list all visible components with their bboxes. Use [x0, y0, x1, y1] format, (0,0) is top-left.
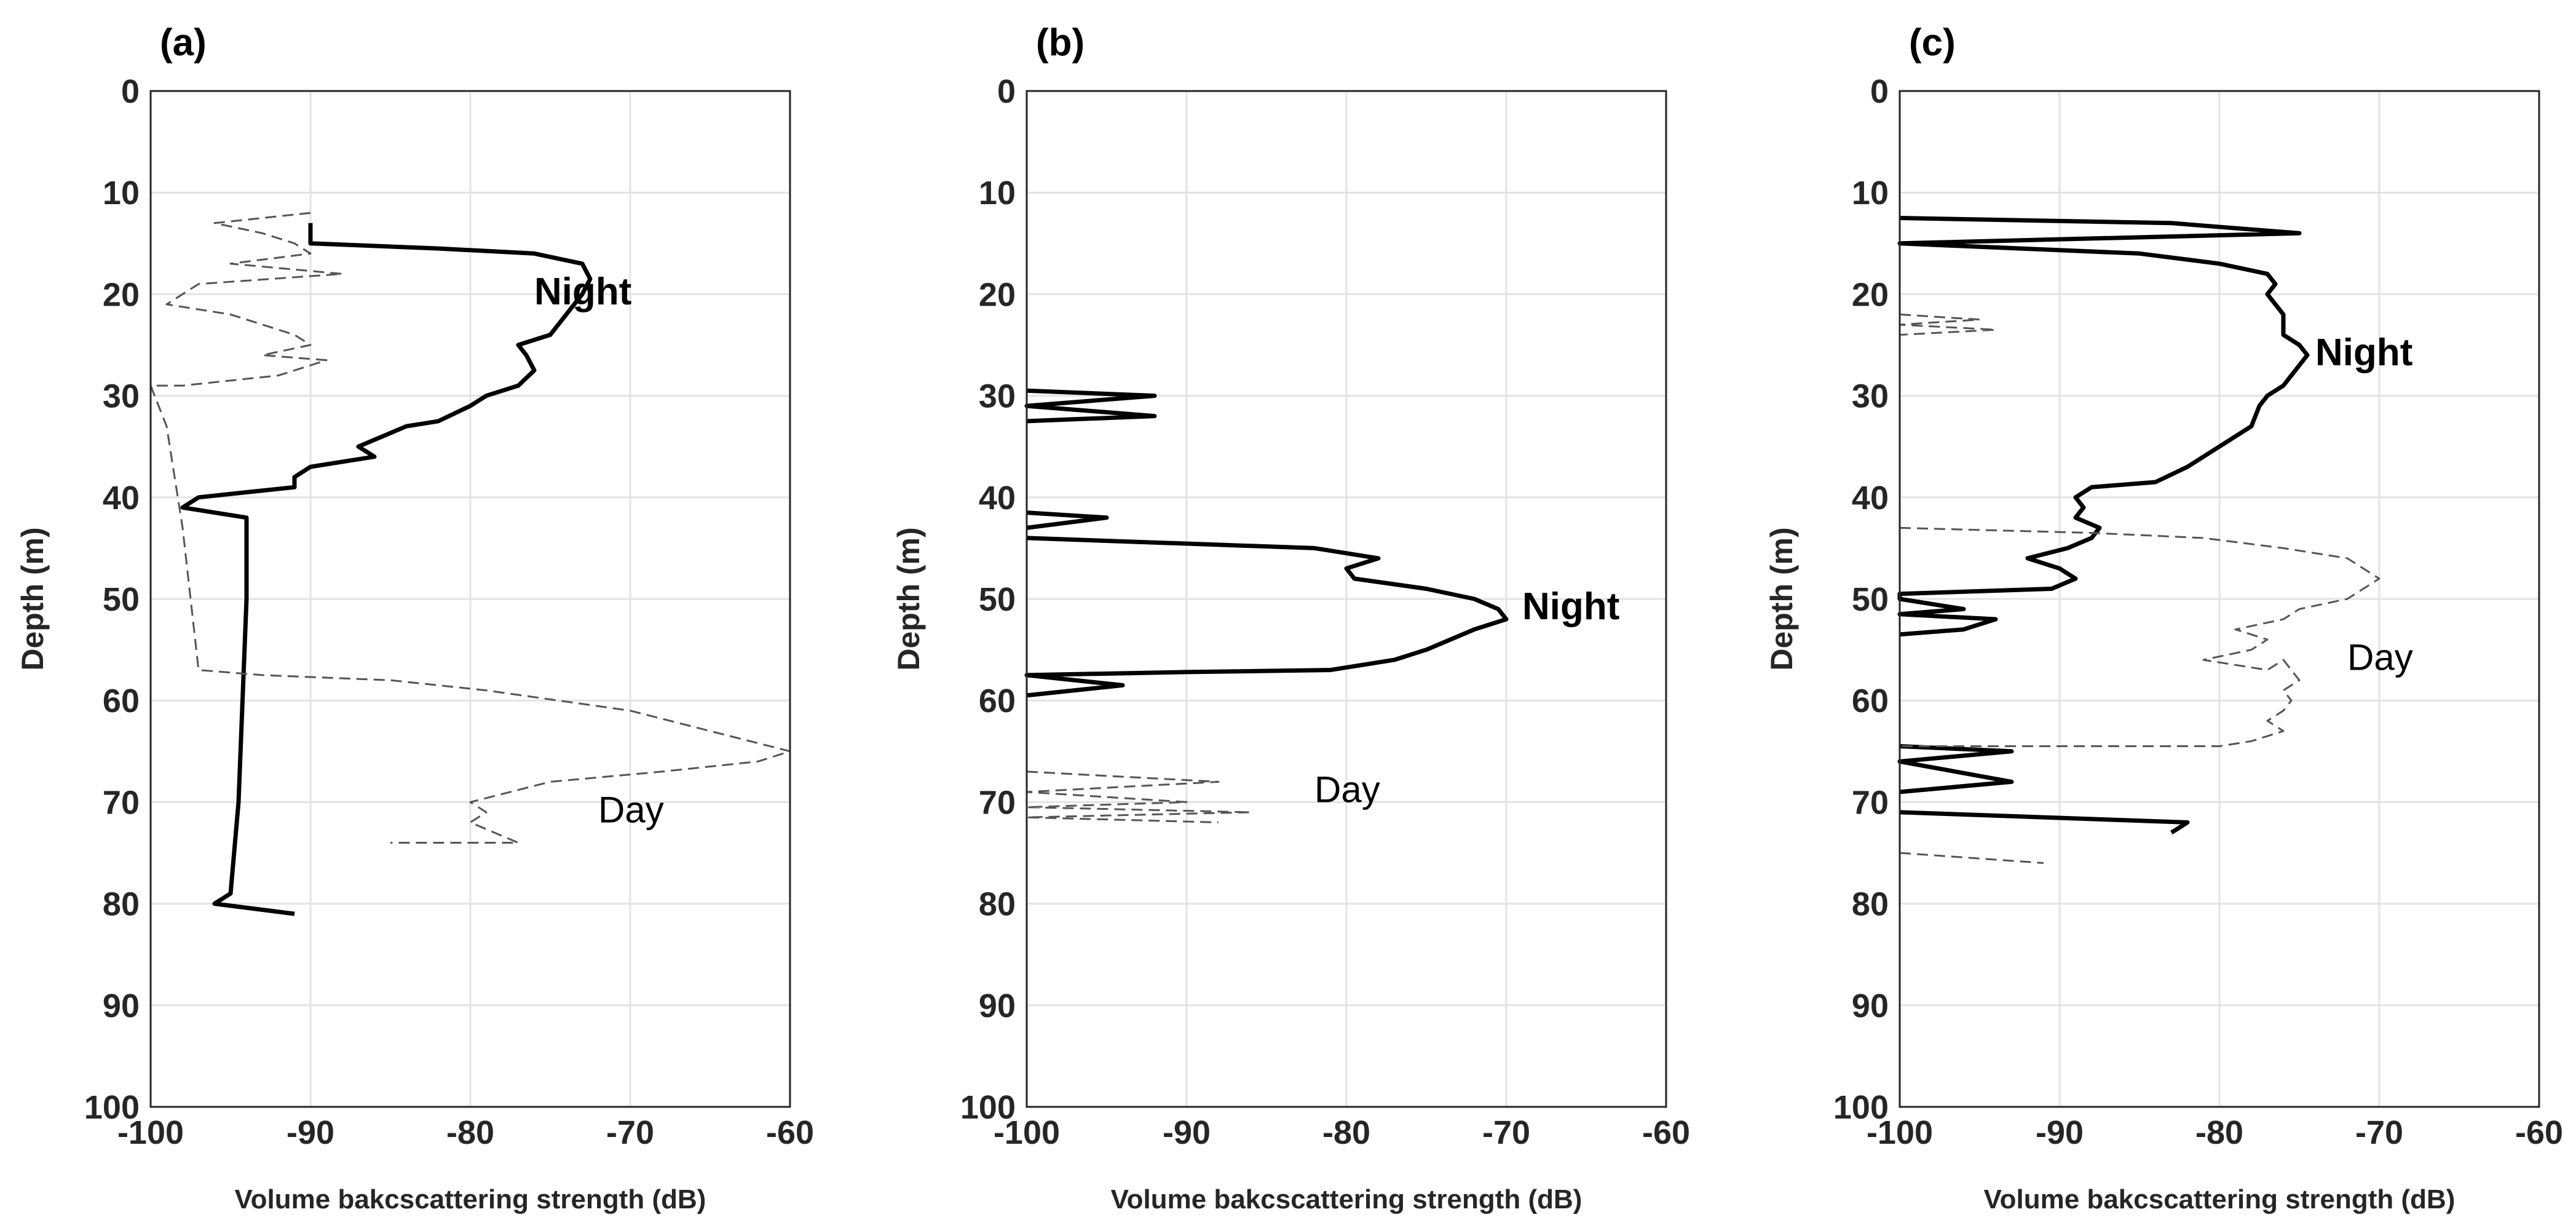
- day-profile-line: [1898, 313, 2380, 864]
- y-tick-label: 60: [1852, 683, 1889, 719]
- y-tick-label: 40: [1852, 480, 1889, 517]
- x-tick-label: -100: [117, 1114, 184, 1151]
- y-tick-label: 50: [979, 581, 1016, 618]
- y-tick-label: 80: [979, 886, 1016, 923]
- y-tick-label: 0: [1870, 73, 1889, 110]
- panel-a: (a) Depth (m) Volume bakcscattering stre…: [15, 22, 814, 1214]
- x-tick-label: -60: [1642, 1114, 1690, 1151]
- panel-label: (c): [1909, 22, 1956, 64]
- y-tick-label: 10: [979, 175, 1016, 212]
- y-tick-label: 100: [960, 1089, 1016, 1126]
- panel-label: (b): [1036, 22, 1085, 64]
- y-tick-label: 60: [103, 683, 140, 719]
- y-tick-label: 90: [103, 988, 140, 1024]
- y-tick-label: 0: [997, 73, 1016, 110]
- day-profile-line: [149, 212, 791, 844]
- y-tick-label: 90: [979, 988, 1016, 1024]
- axes-frame: [1025, 90, 1667, 1108]
- y-axis-label: Depth (m): [891, 527, 926, 670]
- y-axis-label: Depth (m): [15, 527, 50, 670]
- y-tick-label: 80: [1852, 886, 1889, 923]
- gridlines: [1898, 90, 2540, 1108]
- x-tick-label: -70: [1482, 1114, 1530, 1151]
- x-tick-label: -90: [286, 1114, 334, 1151]
- night-profile-line: [1897, 216, 2310, 834]
- y-tick-label: 80: [103, 886, 140, 923]
- axes-frame: [149, 90, 791, 1108]
- x-tick-label: -90: [2036, 1114, 2084, 1151]
- y-tick-label: 10: [1852, 175, 1889, 212]
- y-tick-label: 50: [1852, 581, 1889, 618]
- y-tick-label: 40: [979, 480, 1016, 517]
- y-tick-label: 30: [103, 378, 140, 415]
- night-annotation: Night: [1522, 585, 1619, 628]
- day-annotation: Day: [2347, 637, 2413, 678]
- y-tick-label: 10: [103, 175, 140, 212]
- night-profile-line: [180, 223, 593, 916]
- x-tick-label: -80: [1322, 1114, 1370, 1151]
- y-tick-label: 0: [121, 73, 140, 110]
- day-annotation: Day: [1314, 769, 1380, 810]
- y-tick-label: 30: [1852, 378, 1889, 415]
- axes-frame: [1898, 90, 2540, 1108]
- y-tick-label: 100: [84, 1089, 140, 1126]
- x-axis-label: Volume bakcscattering strength (dB): [235, 1184, 706, 1214]
- y-tick-label: 20: [1852, 276, 1889, 313]
- day-profile-line: [1025, 770, 1252, 823]
- y-tick-label: 90: [1852, 988, 1889, 1024]
- x-tick-label: -60: [766, 1114, 814, 1151]
- y-tick-label: 100: [1833, 1089, 1889, 1126]
- y-tick-label: 60: [979, 683, 1016, 719]
- y-tick-label: 70: [1852, 784, 1889, 821]
- y-tick-label: 30: [979, 378, 1016, 415]
- x-tick-label: -80: [446, 1114, 494, 1151]
- x-tick-label: -90: [1163, 1114, 1211, 1151]
- x-tick-label: -60: [2515, 1114, 2563, 1151]
- panel-b: (b) Depth (m) Volume bakcscattering stre…: [891, 22, 1690, 1214]
- x-axis-label: Volume bakcscattering strength (dB): [1111, 1184, 1582, 1214]
- y-tick-label: 20: [103, 276, 140, 313]
- y-tick-label: 70: [103, 784, 140, 821]
- panel-c: (c) Depth (m) Volume bakcscattering stre…: [1764, 22, 2563, 1214]
- x-tick-label: -100: [994, 1114, 1060, 1151]
- night-annotation: Night: [534, 271, 631, 313]
- y-tick-label: 50: [103, 581, 140, 618]
- night-profile-line: [1024, 388, 1509, 698]
- night-annotation: Night: [2315, 331, 2412, 374]
- day-annotation: Day: [598, 789, 664, 830]
- y-tick-label: 20: [979, 276, 1016, 313]
- panel-label: (a): [160, 22, 207, 64]
- x-tick-label: -80: [2195, 1114, 2243, 1151]
- y-axis-label: Depth (m): [1764, 527, 1799, 670]
- y-tick-label: 40: [103, 480, 140, 517]
- x-axis-label: Volume bakcscattering strength (dB): [1984, 1184, 2455, 1214]
- x-tick-label: -100: [1867, 1114, 1933, 1151]
- y-tick-label: 70: [979, 784, 1016, 821]
- x-tick-label: -70: [606, 1114, 654, 1151]
- x-tick-label: -70: [2355, 1114, 2403, 1151]
